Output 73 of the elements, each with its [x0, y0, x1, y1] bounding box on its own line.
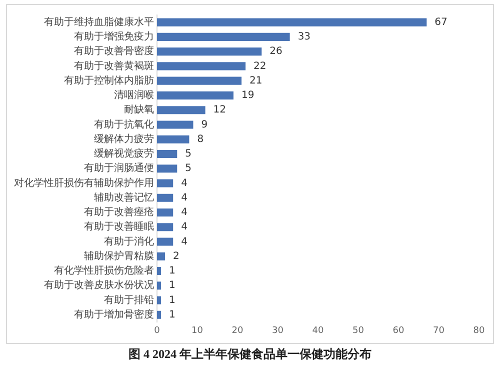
y-tick-label: 有助于改善睡眠: [84, 220, 154, 233]
bar: [157, 91, 234, 100]
bar: [157, 18, 427, 26]
x-tick-label: 70: [433, 326, 445, 336]
data-label: 22: [254, 60, 266, 72]
x-tick-label: 60: [392, 326, 404, 336]
bar: [157, 135, 190, 144]
y-tick-label: 有助于润肠通便: [84, 162, 154, 174]
data-label: 21: [250, 75, 262, 86]
data-label: 33: [298, 32, 311, 43]
data-label: 67: [434, 16, 448, 28]
bar: [157, 194, 174, 202]
data-label: 8: [197, 134, 204, 145]
y-tick-label: 有化学性肝损伤危险者: [54, 264, 154, 277]
bar: [157, 208, 174, 217]
x-tick-label: 20: [232, 326, 244, 336]
bar: [157, 150, 178, 158]
x-tick-label: 50: [352, 326, 364, 336]
bar: [157, 296, 162, 304]
y-tick-label: 有助于改善皮肤水份状况: [44, 279, 154, 292]
y-tick-label: 有助于控制体内脂肪: [64, 74, 154, 86]
bar: [157, 310, 162, 319]
data-label: 1: [169, 266, 176, 277]
x-tick-label: 30: [272, 326, 284, 336]
data-label: 4: [181, 236, 188, 248]
bar: [157, 266, 162, 276]
y-tick-label: 辅助保护胃粘膜: [84, 250, 154, 262]
bar: [157, 252, 166, 260]
data-label: 1: [169, 309, 176, 320]
data-label: 2: [173, 250, 180, 262]
data-label: 9: [201, 119, 208, 130]
data-label: 4: [181, 178, 188, 189]
x-tick-label: 80: [473, 326, 485, 336]
x-tick-label: 0: [154, 326, 160, 336]
bar: [157, 48, 262, 56]
bar: [157, 238, 174, 246]
bar: [157, 76, 242, 85]
data-label: 5: [185, 163, 192, 174]
y-tick-label: 缓解视觉疲劳: [94, 148, 154, 160]
data-label: 5: [185, 148, 192, 160]
data-label: 12: [213, 104, 226, 116]
x-tick-label: 40: [312, 326, 324, 336]
bar: [157, 106, 206, 114]
y-tick-label: 对化学性肝损伤有辅助保护作用: [14, 176, 154, 189]
data-label: 19: [241, 90, 254, 102]
data-label: 1: [169, 280, 176, 292]
data-label: 4: [181, 222, 188, 233]
data-label: 4: [181, 207, 188, 218]
data-label: 1: [169, 294, 176, 306]
y-tick-label: 有助于维持血脂健康水平: [44, 16, 154, 28]
y-tick-label: 有助于增强免疫力: [74, 30, 154, 43]
y-tick-label: 有助于消化: [104, 235, 154, 248]
y-tick-label: 耐缺氧: [124, 104, 154, 116]
y-tick-label: 有助于抗氧化: [94, 118, 154, 130]
y-tick-label: 缓解体力疲劳: [94, 132, 154, 145]
bar: [157, 179, 174, 188]
y-tick-label: 清咽润喉: [114, 89, 154, 102]
bar: [157, 223, 174, 232]
y-tick-label: 有助于改善骨密度: [74, 45, 154, 58]
bar: [157, 120, 194, 129]
bar: [157, 32, 290, 41]
y-tick-label: 辅助改善记忆: [94, 191, 154, 204]
y-tick-label: 有助于排铅: [104, 294, 154, 306]
bar: [157, 62, 246, 70]
y-tick-label: 有助于改善黄褐斑: [74, 60, 154, 72]
y-tick-label: 有助于增加骨密度: [74, 308, 154, 320]
y-tick-label: 有助于改善痤疮: [84, 206, 154, 218]
bar: [157, 282, 162, 290]
data-label: 26: [270, 46, 282, 58]
data-label: 4: [181, 192, 188, 204]
x-tick-label: 10: [192, 326, 204, 336]
text: 图 4 2024 年上半年保健食品单一保健功能分布: [128, 346, 372, 363]
bar: [157, 164, 178, 173]
